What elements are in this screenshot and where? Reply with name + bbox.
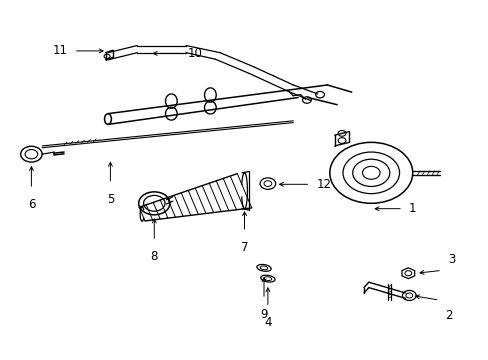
Text: 5: 5	[106, 193, 114, 206]
Text: 11: 11	[53, 44, 68, 57]
Text: 1: 1	[408, 202, 415, 215]
Text: 3: 3	[447, 253, 454, 266]
Text: 12: 12	[316, 178, 330, 191]
Text: 6: 6	[28, 198, 35, 211]
Text: 8: 8	[150, 250, 158, 263]
Text: 4: 4	[264, 316, 271, 329]
Text: 9: 9	[260, 308, 267, 321]
Text: 10: 10	[187, 47, 203, 60]
Text: 7: 7	[240, 241, 248, 254]
Text: 2: 2	[445, 309, 452, 322]
